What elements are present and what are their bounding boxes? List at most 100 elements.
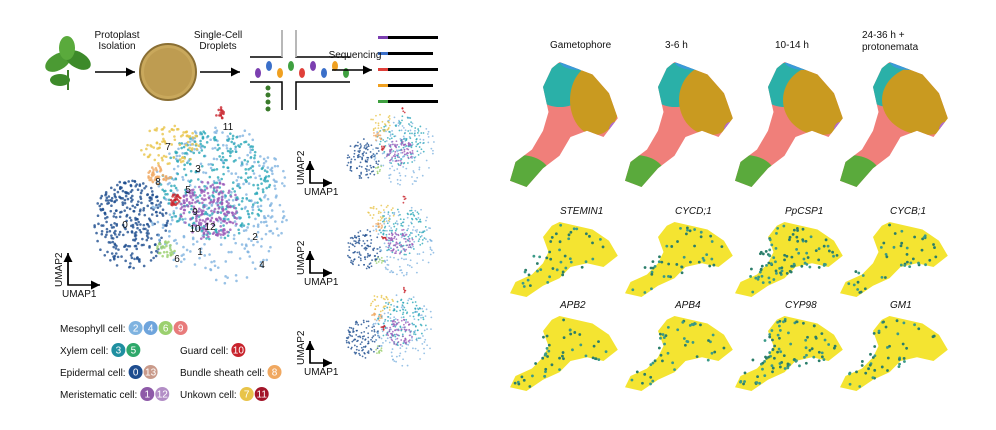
cluster-region — [783, 65, 843, 135]
cell-dot — [384, 305, 387, 308]
cell-dot — [265, 224, 269, 227]
expression-dot — [662, 275, 666, 278]
cell-dot — [200, 149, 204, 152]
expression-dot — [561, 273, 565, 277]
cell-dot — [378, 349, 381, 352]
cell-dot — [413, 318, 416, 321]
cell-dot — [178, 217, 182, 220]
expression-dot — [755, 381, 759, 384]
expression-dot — [682, 255, 686, 259]
cell-dot — [268, 229, 271, 233]
cell-dot — [202, 235, 206, 239]
cell-dot — [400, 142, 403, 145]
expression-dot — [661, 333, 665, 336]
cell-dot — [382, 233, 385, 236]
cell-dot — [384, 266, 387, 269]
cell-dot — [172, 202, 176, 206]
cell-dot — [183, 204, 187, 208]
cell-dot — [215, 181, 219, 185]
cell-dot — [133, 179, 137, 183]
cell-dot — [100, 194, 104, 198]
cell-dot — [388, 341, 391, 344]
cell-dot — [175, 128, 179, 131]
cell-dot — [189, 157, 192, 161]
cell-dot — [120, 210, 123, 214]
cell-dot — [407, 324, 410, 326]
cell-dot — [188, 191, 191, 194]
cell-dot — [121, 203, 125, 207]
cell-dot — [113, 212, 116, 215]
legend-swatch — [254, 387, 269, 401]
cell-dot — [243, 129, 247, 132]
cell-dot — [364, 167, 367, 170]
expression-dot — [796, 229, 799, 232]
cell-dot — [401, 333, 404, 336]
cell-dot — [130, 188, 134, 192]
cell-dot — [153, 206, 157, 209]
cell-dot — [213, 210, 216, 214]
cell-dot — [386, 268, 389, 271]
cell-dot — [407, 213, 409, 216]
cell-dot — [396, 300, 399, 303]
cell-dot — [347, 336, 350, 339]
expression-dot — [653, 359, 657, 363]
gene-title: STEMIN1 — [560, 206, 603, 217]
cell-dot — [147, 225, 151, 228]
cell-dot — [197, 170, 200, 174]
expression-dot — [546, 280, 550, 284]
cell-dot — [217, 229, 221, 233]
cell-dot — [192, 188, 195, 192]
cell-dot — [388, 328, 391, 331]
cell-dot — [415, 138, 418, 141]
expression-dot — [706, 358, 710, 362]
cell-dot — [406, 244, 409, 247]
cell-dot — [139, 191, 143, 195]
cell-dot — [173, 135, 176, 138]
cell-dot — [188, 223, 191, 227]
cell-dot — [186, 148, 190, 151]
cell-dot — [403, 288, 405, 291]
cell-dot — [191, 136, 195, 139]
cell-dot — [415, 304, 418, 307]
cell-dot — [270, 169, 274, 173]
expression-dot — [544, 370, 547, 373]
cell-dot — [403, 138, 405, 140]
cell-dot — [369, 206, 372, 209]
cell-dot — [235, 179, 239, 182]
cluster-region — [625, 155, 665, 187]
protoplast-dish — [139, 43, 197, 101]
y-axis-label: UMAP2 — [296, 150, 307, 185]
expression-dot — [772, 278, 776, 281]
cell-dot — [169, 156, 172, 160]
cell-dot — [391, 348, 394, 350]
cell-dot — [392, 143, 394, 146]
cell-dot — [193, 207, 197, 211]
cell-dot — [363, 247, 366, 250]
cell-dot — [416, 310, 419, 313]
expression-dot — [680, 265, 684, 269]
cell-dot — [418, 253, 421, 255]
cell-dot — [382, 325, 385, 328]
feature-shape — [510, 222, 618, 297]
cell-dot — [224, 260, 228, 263]
cell-dot — [377, 163, 379, 166]
cell-dot — [402, 110, 405, 113]
cell-dot — [358, 349, 360, 352]
cell-dot — [165, 244, 168, 248]
cell-dot — [360, 259, 362, 262]
cell-dot — [357, 141, 359, 144]
expression-dot — [547, 349, 551, 353]
cell-dot — [359, 336, 362, 339]
expression-dot — [790, 264, 793, 268]
expression-dot — [812, 355, 816, 359]
cell-dot — [387, 116, 390, 119]
expression-dot — [544, 352, 547, 356]
cell-dot — [376, 345, 379, 348]
cell-dot — [379, 140, 382, 143]
cell-dot — [379, 216, 382, 218]
legend-cluster: 3 — [116, 346, 122, 357]
cell-dot — [113, 188, 116, 192]
cell-dot — [403, 319, 406, 321]
cell-dot — [383, 220, 386, 223]
cell-dot — [138, 228, 142, 232]
